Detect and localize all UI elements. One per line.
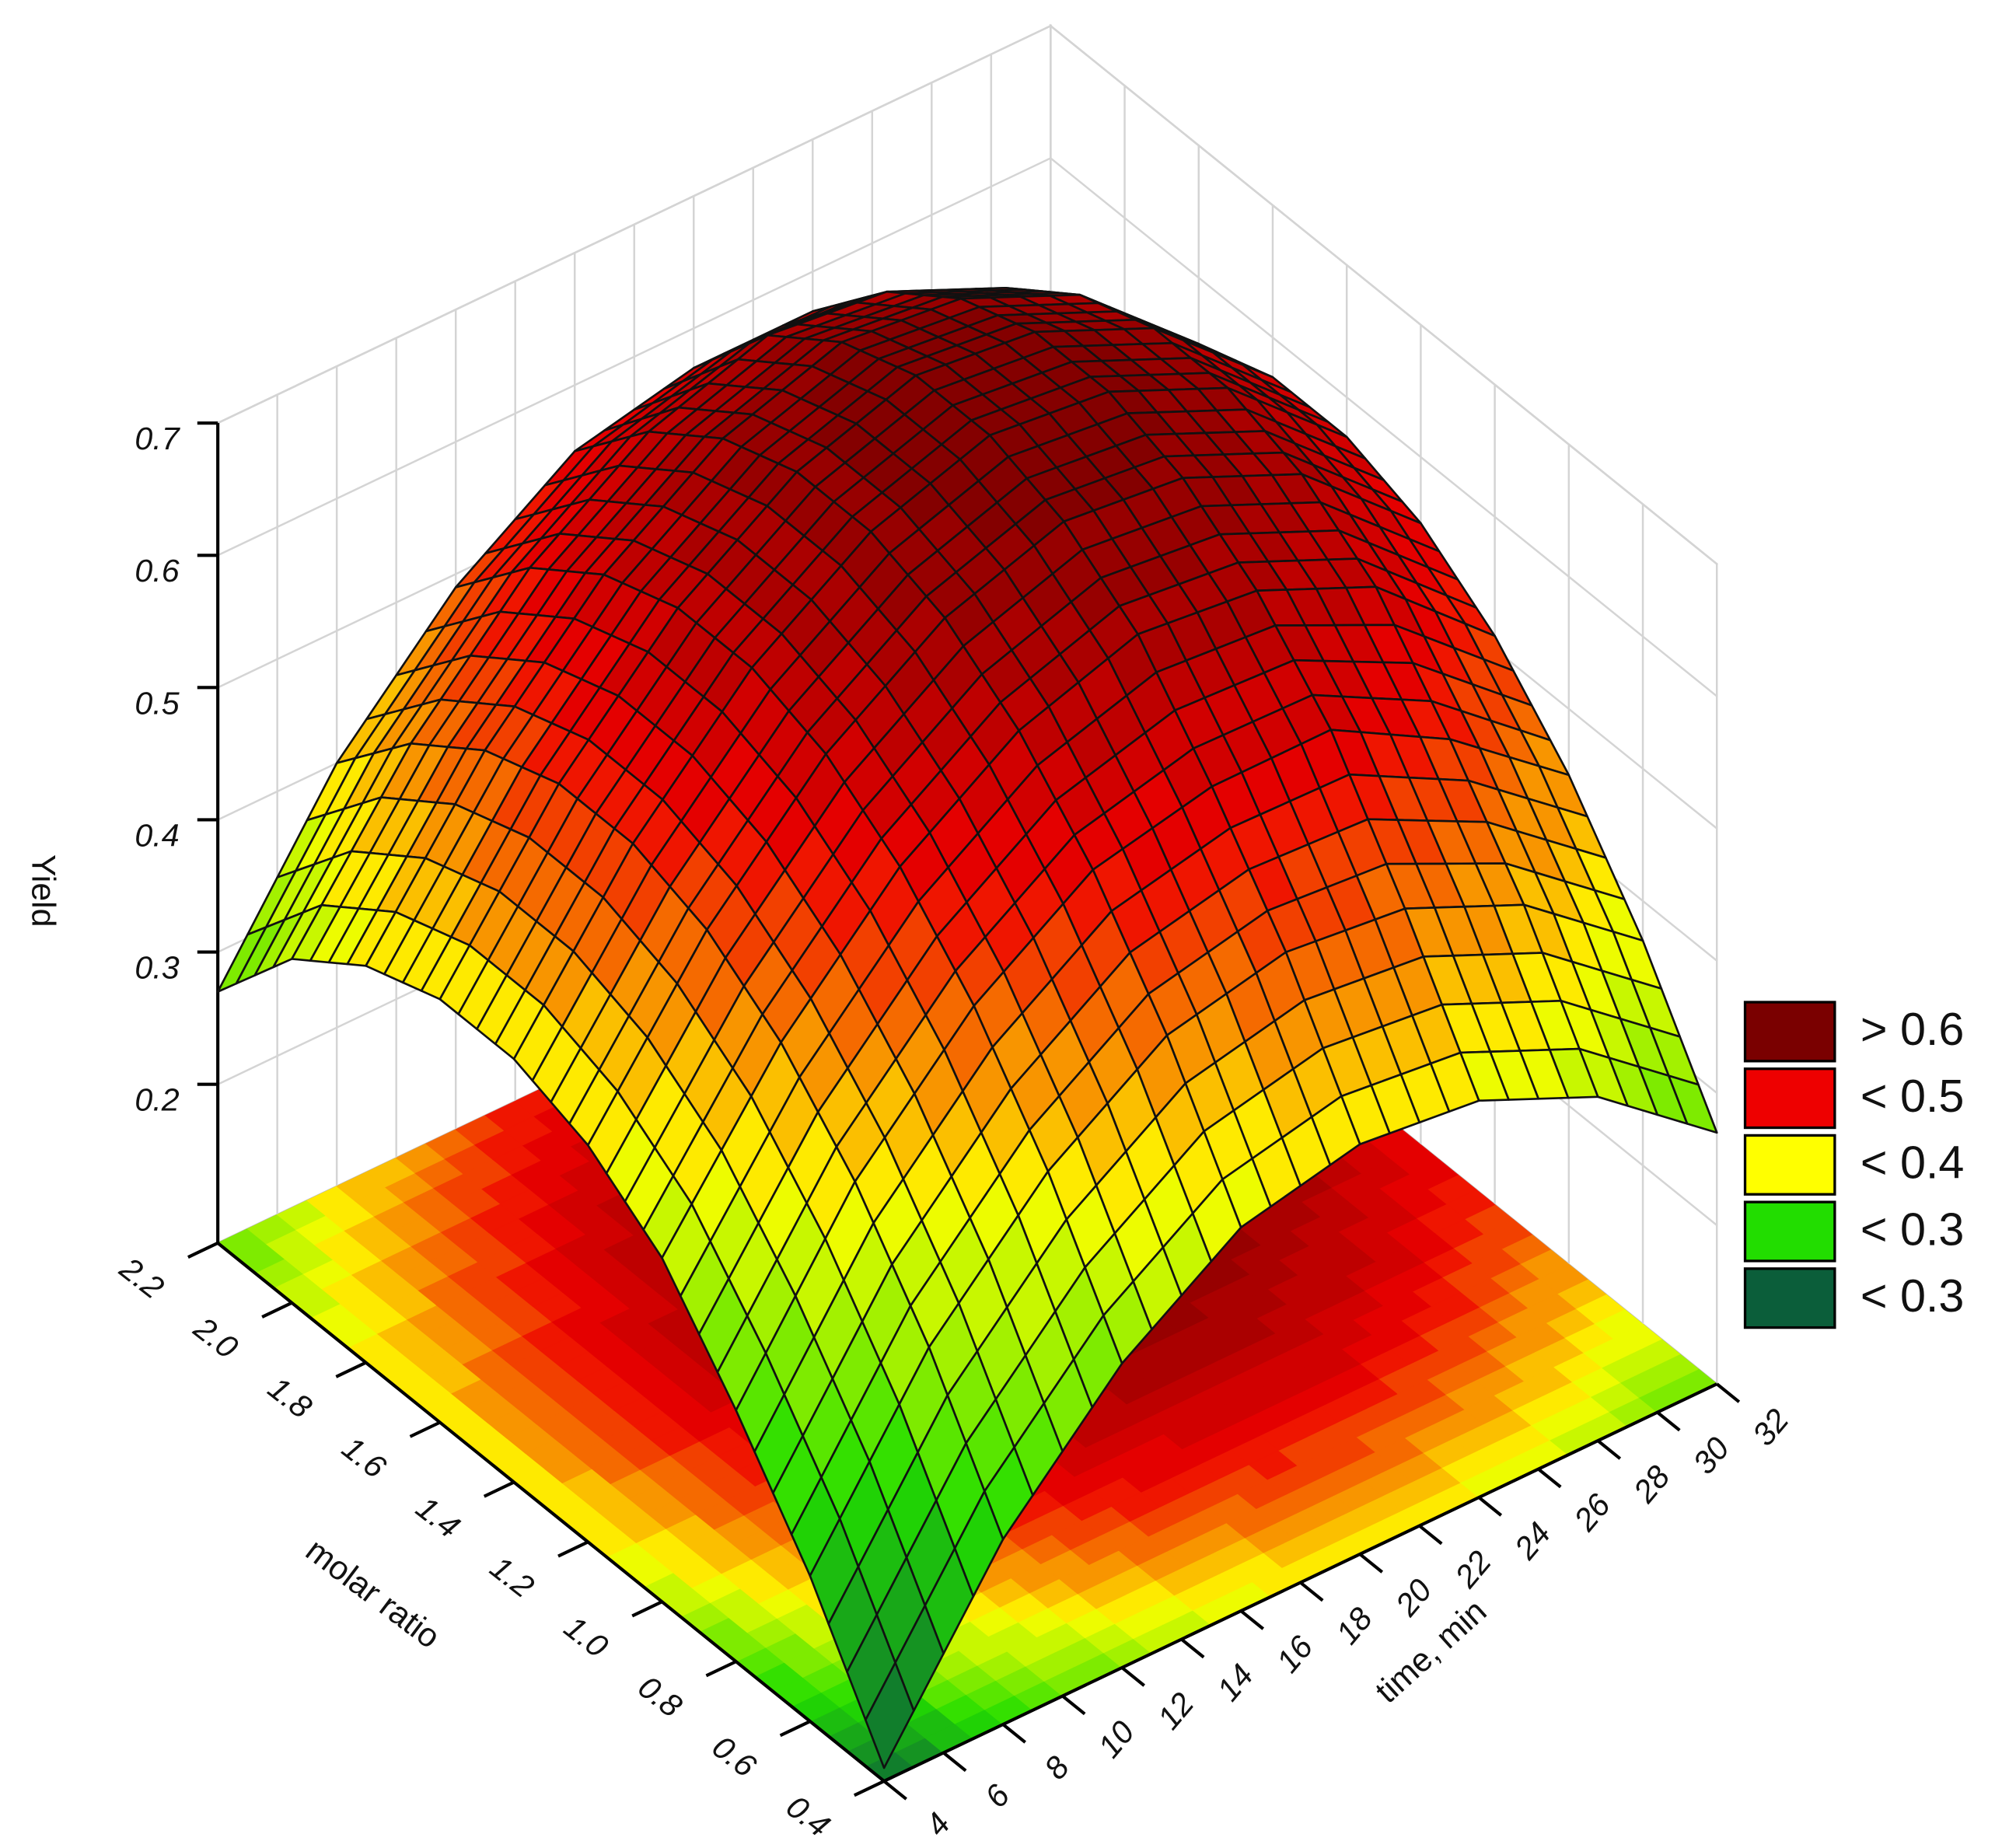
z-tick-label: 0.7 [135, 421, 180, 456]
z-tick-label: 0.4 [135, 817, 179, 853]
legend-swatch [1743, 1134, 1836, 1196]
x-tick [1180, 1637, 1205, 1659]
x-tick [1239, 1609, 1265, 1630]
x-tick [1715, 1382, 1741, 1403]
y-tick [779, 1720, 811, 1738]
x-tick [1358, 1553, 1384, 1574]
y-tick [853, 1780, 885, 1797]
legend-label: < 0.4 [1861, 1137, 1965, 1189]
z-tick-label: 0.2 [135, 1082, 179, 1118]
legend-label: > 0.6 [1861, 1003, 1965, 1055]
surface [216, 286, 1718, 1769]
y-tick [631, 1600, 663, 1618]
x-tick [1061, 1694, 1086, 1716]
grid-line [217, 156, 1718, 697]
x-tick [1656, 1411, 1681, 1432]
x-tick [1596, 1439, 1622, 1460]
legend-swatch [1743, 1067, 1836, 1130]
legend-swatch [1743, 1001, 1836, 1063]
y-tick [483, 1480, 515, 1498]
y-tick [705, 1660, 737, 1678]
x-tick [1299, 1581, 1324, 1602]
z-tick-label: 0.3 [135, 950, 179, 986]
x-tick [942, 1751, 967, 1773]
x-tick [882, 1780, 907, 1801]
z-axis-title: Yield [24, 854, 61, 927]
z-tick-label: 0.6 [135, 553, 179, 589]
legend-swatch [1743, 1267, 1836, 1329]
x-tick [1537, 1467, 1562, 1489]
legend: > 0.6 < 0.5 < 0.4 < 0.3 < 0.3 [1743, 1001, 1965, 1329]
legend-label: < 0.5 [1861, 1070, 1965, 1122]
legend-swatch [1743, 1200, 1836, 1263]
legend-label: < 0.3 [1861, 1270, 1965, 1322]
y-tick [409, 1420, 441, 1438]
legend-label: < 0.3 [1861, 1203, 1965, 1255]
x-tick [1477, 1496, 1503, 1517]
y-tick [187, 1241, 219, 1259]
x-tick [1418, 1524, 1443, 1546]
grid-line [217, 24, 1718, 565]
y-tick [261, 1301, 293, 1319]
z-tick-label: 0.5 [135, 685, 179, 721]
y-tick [557, 1540, 589, 1558]
x-tick [1120, 1666, 1146, 1687]
x-tick [1001, 1723, 1026, 1744]
y-tick [335, 1361, 367, 1378]
surface-cell [864, 1661, 915, 1769]
